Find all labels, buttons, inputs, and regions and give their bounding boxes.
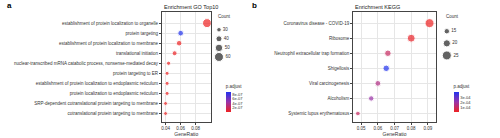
svg-text:50: 50 bbox=[225, 45, 231, 50]
svg-text:Coronavirus disease - COVID-19: Coronavirus disease - COVID-19 bbox=[283, 21, 349, 26]
svg-text:4e-07: 4e-07 bbox=[232, 101, 243, 106]
svg-text:protein targeting: protein targeting bbox=[126, 31, 159, 36]
svg-text:15: 15 bbox=[451, 28, 457, 33]
svg-text:b: b bbox=[252, 1, 257, 10]
svg-text:Viral carcinogenesis: Viral carcinogenesis bbox=[309, 81, 350, 86]
svg-text:0.05: 0.05 bbox=[357, 126, 366, 131]
svg-text:40: 40 bbox=[224, 36, 230, 41]
svg-text:establishment of protein local: establishment of protein localization to… bbox=[62, 21, 159, 26]
svg-text:0.06: 0.06 bbox=[176, 126, 185, 131]
svg-text:protein targeting to ER: protein targeting to ER bbox=[113, 71, 159, 76]
svg-text:0.07: 0.07 bbox=[390, 126, 399, 131]
svg-text:nuclear-transcribed mRNA catab: nuclear-transcribed mRNA catabolic proce… bbox=[14, 61, 159, 66]
svg-text:GeneRatio: GeneRatio bbox=[383, 131, 407, 137]
svg-text:p.adjust: p.adjust bbox=[226, 84, 243, 89]
svg-text:2e-04: 2e-04 bbox=[460, 100, 471, 105]
svg-text:Count: Count bbox=[218, 14, 231, 19]
svg-text:Enrichment KEGG: Enrichment KEGG bbox=[355, 4, 400, 10]
svg-text:p.adjust: p.adjust bbox=[454, 84, 471, 89]
svg-text:6e-07: 6e-07 bbox=[232, 96, 243, 101]
svg-text:a: a bbox=[7, 1, 12, 10]
svg-text:0.08: 0.08 bbox=[191, 126, 200, 131]
svg-text:25: 25 bbox=[453, 53, 459, 58]
svg-text:0.06: 0.06 bbox=[374, 126, 383, 131]
svg-text:Shigellosis: Shigellosis bbox=[328, 66, 350, 71]
svg-text:3e-04: 3e-04 bbox=[460, 95, 471, 100]
svg-text:Alcoholism: Alcoholism bbox=[327, 96, 349, 101]
svg-text:protein localization to endopl: protein localization to endoplasmic reti… bbox=[70, 91, 159, 96]
svg-text:Neutrophil extracellular trap: Neutrophil extracellular trap formation bbox=[274, 51, 350, 56]
svg-text:30: 30 bbox=[223, 27, 229, 32]
svg-text:20: 20 bbox=[452, 40, 458, 45]
svg-text:8e-07: 8e-07 bbox=[232, 92, 243, 97]
svg-text:Ribosome: Ribosome bbox=[329, 36, 350, 41]
svg-text:0.09: 0.09 bbox=[423, 126, 432, 131]
svg-text:60: 60 bbox=[226, 54, 232, 59]
svg-text:0.04: 0.04 bbox=[161, 126, 170, 131]
svg-text:Systemic lupus erythematosus: Systemic lupus erythematosus bbox=[288, 111, 350, 116]
svg-text:establishment of protein local: establishment of protein localization to… bbox=[59, 41, 159, 46]
svg-text:Count: Count bbox=[446, 14, 459, 19]
svg-text:cotranslational protein target: cotranslational protein targeting to mem… bbox=[68, 111, 159, 116]
svg-text:1e-04: 1e-04 bbox=[460, 105, 471, 110]
svg-text:Enrichment GO Top10: Enrichment GO Top10 bbox=[164, 4, 218, 10]
svg-text:2e-07: 2e-07 bbox=[232, 105, 243, 110]
svg-text:0.08: 0.08 bbox=[407, 126, 416, 131]
svg-text:establishment of protein local: establishment of protein localization to… bbox=[36, 81, 159, 86]
svg-text:translational initiation: translational initiation bbox=[116, 51, 159, 56]
svg-text:GeneRatio: GeneRatio bbox=[174, 131, 198, 137]
svg-text:SRP-dependent cotranslational: SRP-dependent cotranslational protein ta… bbox=[34, 101, 158, 106]
